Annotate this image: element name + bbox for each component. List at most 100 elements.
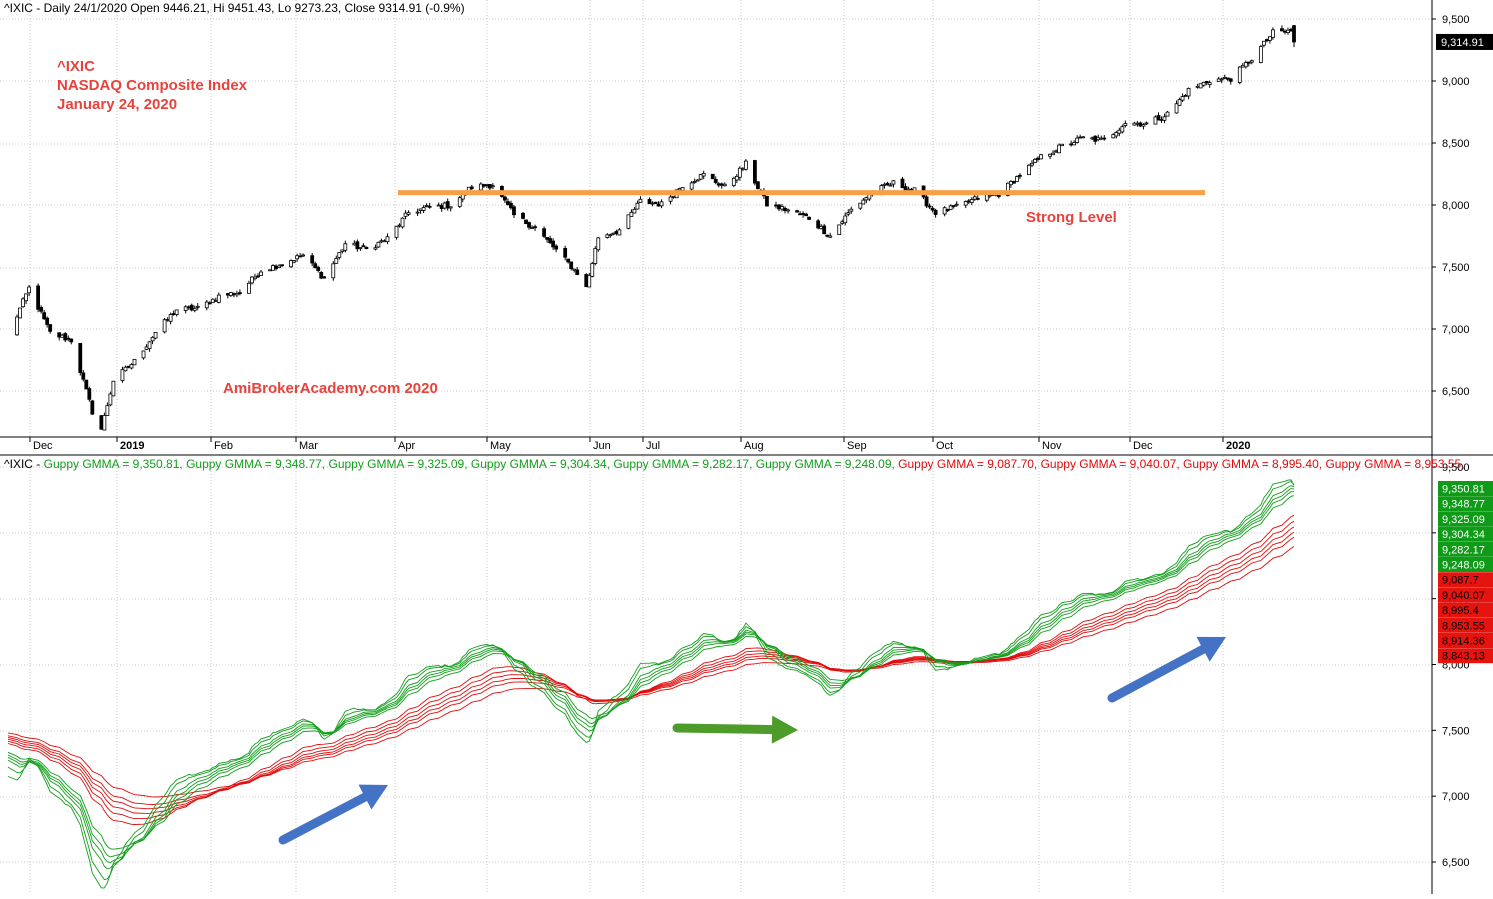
candle-body (653, 201, 658, 204)
blue-arrow-left (278, 784, 388, 845)
candle-body (846, 212, 851, 215)
candle-body (942, 207, 947, 215)
candle-body (840, 221, 845, 224)
gmma-value-label: 8,914.36 (1442, 636, 1485, 648)
gmma-y-tick-label: 7,500 (1442, 725, 1470, 737)
x-tick-label: Mar (299, 440, 318, 452)
annotation-line: ^IXIC (57, 58, 95, 75)
candle-body (1141, 124, 1146, 127)
candle-body (1039, 154, 1043, 160)
gmma-value-box (1438, 648, 1493, 664)
candle-body (225, 293, 230, 296)
candle-body (548, 238, 553, 244)
gmma-value-label: 8,995.4 (1442, 605, 1479, 617)
candle-body (192, 308, 197, 311)
candle-body (1177, 99, 1182, 106)
gmma-value-box (1438, 496, 1493, 512)
price-y-tick-label: 7,000 (1442, 324, 1470, 336)
candle-body (903, 186, 908, 191)
candle-body (490, 185, 495, 188)
candle-body (1195, 85, 1200, 88)
candle-body (650, 202, 655, 205)
long-term-ema-line (7, 531, 1295, 810)
candle-body (168, 314, 173, 322)
candle-body (39, 307, 44, 312)
candle-body (1258, 46, 1263, 63)
candle-body (882, 183, 887, 186)
gmma-value-box (1438, 526, 1493, 542)
candle-body (174, 309, 179, 315)
candle-body (253, 276, 257, 280)
candle-body (78, 343, 83, 374)
candle-body (99, 415, 104, 430)
candle-body (527, 222, 531, 228)
candle-body (1075, 137, 1080, 143)
candle-body (596, 237, 601, 251)
candle-body (587, 274, 592, 288)
candle-body (1117, 129, 1122, 134)
gmma-value-box (1438, 587, 1493, 603)
candle-body (590, 263, 595, 277)
candle-body (36, 285, 41, 310)
gmma-value-box (1438, 481, 1493, 496)
candle-body (1081, 136, 1086, 139)
candle-body (1018, 174, 1022, 177)
candle-body (969, 199, 974, 203)
green-arrow (672, 715, 798, 744)
candle-body (828, 235, 833, 238)
candle-body (530, 227, 534, 229)
candle-body (972, 196, 977, 200)
candle-body (765, 196, 769, 207)
candle-body (1138, 122, 1143, 127)
price-y-tick-label: 8,500 (1442, 138, 1470, 150)
x-tick-label: Jun (593, 440, 611, 452)
gmma-value-label: 8,843.13 (1442, 651, 1485, 663)
candle-body (524, 219, 528, 225)
candle-body (689, 182, 694, 190)
candle-body (274, 265, 278, 270)
candle-body (141, 350, 146, 359)
candle-body (340, 249, 345, 252)
candle-body (45, 317, 50, 325)
candle-body (1008, 181, 1013, 186)
candle-body (400, 217, 405, 228)
candle-body (864, 197, 869, 201)
candle-body (397, 224, 402, 227)
candle-body (948, 205, 953, 210)
gmma-header-item: Guppy GMMA = 8,995.40, (1183, 457, 1325, 471)
candle-body (1027, 164, 1031, 176)
gmma-header-item: Guppy GMMA = 9,282.17, (613, 457, 755, 471)
candle-body (102, 415, 107, 431)
watermark-text: AmiBrokerAcademy.com 2020 (223, 380, 438, 397)
candle-body (132, 358, 137, 366)
candle-body (975, 197, 980, 200)
candle-body (617, 229, 622, 236)
candle-body (234, 292, 239, 296)
gmma-value-label: 8,953.55 (1442, 620, 1485, 632)
price-header: ^IXIC - Daily 24/1/2020 Open 9446.21, Hi… (4, 1, 465, 15)
candle-body (611, 232, 616, 235)
candle-body (445, 201, 450, 209)
candle-body (1060, 143, 1064, 147)
blue-arrow-right (1107, 636, 1226, 703)
candle-body (334, 258, 339, 264)
candle-body (569, 261, 574, 270)
x-tick-label: Nov (1042, 440, 1062, 452)
gmma-value-label: 9,325.09 (1442, 514, 1485, 526)
candle-body (364, 246, 369, 249)
candle-body (930, 207, 935, 211)
candle-body (542, 228, 546, 237)
candle-body (722, 183, 727, 187)
candle-body (533, 226, 537, 229)
candle-body (228, 292, 233, 296)
candle-body (213, 300, 218, 302)
gmma-y-tick-label: 7,000 (1442, 791, 1470, 803)
candle-body (57, 332, 62, 338)
annotation-line: January 24, 2020 (57, 96, 177, 113)
candle-body (385, 236, 390, 243)
candle-body (421, 207, 426, 211)
candle-body (900, 178, 905, 189)
candle-body (277, 265, 281, 268)
short-term-ema-line (7, 495, 1295, 850)
candle-body (66, 337, 71, 340)
